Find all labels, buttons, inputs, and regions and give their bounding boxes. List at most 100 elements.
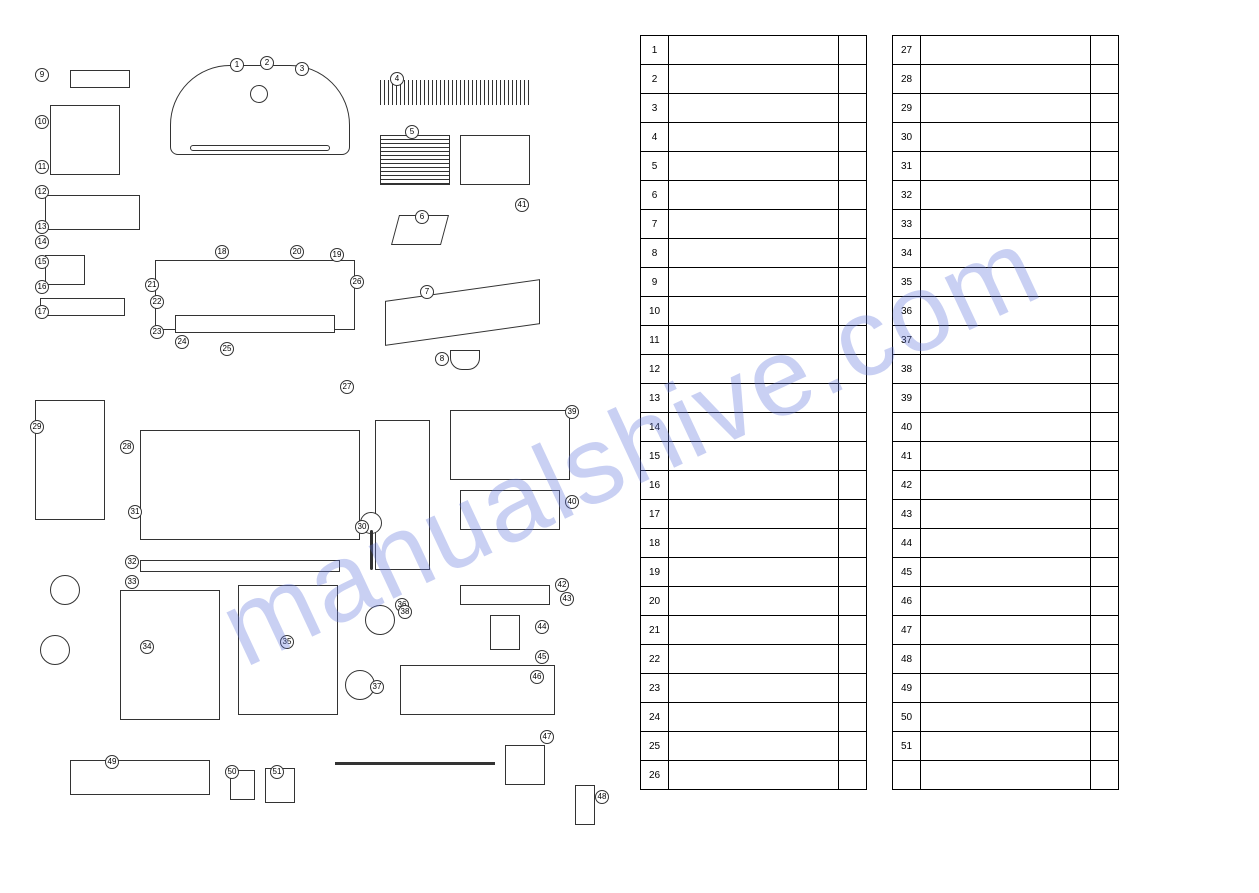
part-desc-cell [921,732,1091,761]
part-qty-cell [839,529,867,558]
table-row: 23 [641,674,867,703]
part-qty-cell [839,732,867,761]
part-number-cell: 20 [641,587,669,616]
part-qty-cell [839,326,867,355]
callout-44: 44 [535,620,549,634]
part-qty-cell [1091,703,1119,732]
callout-19: 19 [330,248,344,262]
part-qty-cell [839,616,867,645]
part-number-cell: 15 [641,442,669,471]
part-qty-cell [839,413,867,442]
callout-4: 4 [390,72,404,86]
table-row: 42 [893,471,1119,500]
part-qty-cell [1091,210,1119,239]
part-desc-cell [669,181,839,210]
part-number-cell: 12 [641,355,669,384]
callout-37: 37 [370,680,384,694]
part-side-burner [45,195,140,230]
part-grease-cup [450,350,480,370]
part-qty-cell [1091,384,1119,413]
part-qty-cell [839,36,867,65]
part-number-cell: 28 [893,65,921,94]
table-row: 46 [893,587,1119,616]
part-qty-cell [839,123,867,152]
table-row: 41 [893,442,1119,471]
part-number-cell: 5 [641,152,669,181]
part-number-cell: 6 [641,181,669,210]
table-row: 8 [641,239,867,268]
part-desc-cell [669,558,839,587]
part-qty-cell [839,558,867,587]
callout-48: 48 [595,790,609,804]
table-row: 10 [641,297,867,326]
part-caster-3 [365,605,395,635]
page-content: 1234567891011121314151617181920212223242… [0,0,1259,820]
diagram-parts: 1234567891011121314151617181920212223242… [20,30,620,790]
table-row: 18 [641,529,867,558]
part-qty-cell [1091,761,1119,790]
callout-21: 21 [145,278,159,292]
part-rotisserie-rod [335,762,495,765]
callout-20: 20 [290,245,304,259]
callout-51: 51 [270,765,284,779]
callout-41: 41 [515,198,529,212]
part-knobs [175,315,335,333]
part-qty-cell [839,94,867,123]
part-rear-burner [460,585,550,605]
part-number-cell: 40 [893,413,921,442]
callout-40: 40 [565,495,579,509]
table-row: 21 [641,616,867,645]
part-qty-cell [1091,616,1119,645]
part-qty-cell [839,674,867,703]
parts-tables: 1234567891011121314151617181920212223242… [640,30,1119,790]
part-desc-cell [669,645,839,674]
part-qty-cell [1091,674,1119,703]
part-qty-cell [1091,36,1119,65]
part-number-cell: 35 [893,268,921,297]
part-number-cell: 24 [641,703,669,732]
callout-30: 30 [355,520,369,534]
parts-table-2: 2728293031323334353637383940414243444546… [892,35,1119,790]
part-number-cell: 42 [893,471,921,500]
table-row: 28 [893,65,1119,94]
part-number-cell [893,761,921,790]
part-qty-cell [1091,181,1119,210]
part-small-panel [45,255,85,285]
part-number-cell: 1 [641,36,669,65]
part-desc-cell [921,442,1091,471]
table-row: 33 [893,210,1119,239]
callout-34: 34 [140,640,154,654]
part-qty-cell [1091,94,1119,123]
part-qty-cell [1091,65,1119,94]
part-qty-cell [839,65,867,94]
part-number-cell: 3 [641,94,669,123]
callout-38: 38 [398,605,412,619]
part-qty-cell [839,152,867,181]
part-qty-cell [1091,471,1119,500]
callout-39: 39 [565,405,579,419]
part-desc-cell [669,36,839,65]
table-row: 38 [893,355,1119,384]
table-row: 22 [641,645,867,674]
part-front-strip [40,298,125,316]
part-desc-cell [921,616,1091,645]
part-number-cell: 41 [893,442,921,471]
part-qty-cell [1091,587,1119,616]
callout-43: 43 [560,592,574,606]
callout-42: 42 [555,578,569,592]
callout-6: 6 [415,210,429,224]
part-side-shelf [450,410,570,480]
part-desc-cell [921,645,1091,674]
part-number-cell: 38 [893,355,921,384]
part-qty-cell [839,210,867,239]
part-right-panel [375,420,430,570]
part-desc-cell [669,210,839,239]
part-number-cell: 49 [893,674,921,703]
table-row: 45 [893,558,1119,587]
part-ignitor [490,615,520,650]
part-number-cell: 43 [893,500,921,529]
part-desc-cell [669,471,839,500]
part-thermometer [250,85,268,103]
callout-45: 45 [535,650,549,664]
part-manifold [150,390,350,420]
